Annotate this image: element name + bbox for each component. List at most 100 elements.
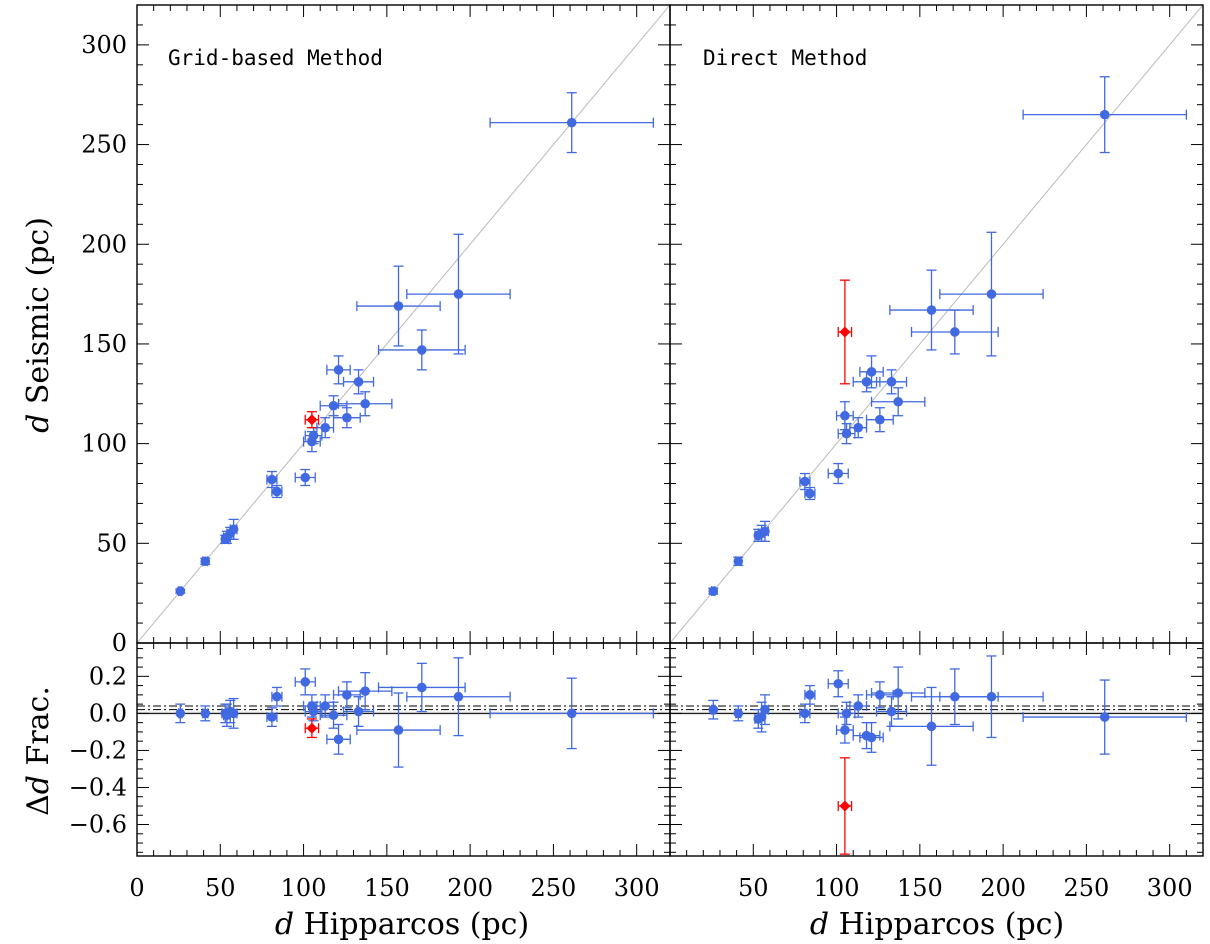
point-marker (875, 690, 885, 700)
point-marker (866, 367, 877, 377)
x-tick-label: 300 (1147, 874, 1193, 902)
point-marker (853, 422, 864, 433)
point-marker (360, 686, 370, 696)
y-tick-label: 0.2 (89, 662, 127, 690)
point-marker (360, 398, 370, 409)
point-marker (328, 400, 339, 411)
point-marker (800, 708, 810, 719)
point-marker (1099, 712, 1110, 722)
data-point (406, 657, 511, 737)
point-marker (353, 706, 364, 717)
y-tick-label: 300 (81, 31, 127, 59)
one-to-one-line (137, 5, 670, 643)
points-bottom-left (175, 657, 654, 768)
data-point (337, 391, 393, 417)
data-point (849, 694, 868, 718)
point-marker (320, 422, 331, 433)
data-point (319, 701, 348, 729)
point-marker (708, 704, 719, 715)
point-marker (272, 691, 282, 702)
data-point (175, 586, 186, 597)
data-point (870, 666, 926, 720)
point-marker (300, 677, 311, 687)
point-marker (267, 712, 277, 722)
x-tick-label: 50 (738, 874, 769, 902)
point-marker (200, 556, 211, 567)
data-point (377, 329, 466, 371)
outlier-point (837, 757, 853, 855)
point-marker (228, 708, 239, 719)
points-top-left (175, 92, 654, 597)
point-marker (853, 701, 864, 711)
y-tick-label: 0.0 (89, 699, 127, 727)
outlier-marker (306, 414, 318, 426)
point-marker (866, 732, 877, 743)
point-marker (841, 428, 852, 439)
data-point (865, 681, 894, 709)
data-point (266, 707, 278, 727)
point-marker (950, 327, 960, 337)
data-point (835, 716, 854, 744)
data-point (859, 721, 884, 753)
data-point (294, 468, 316, 487)
point-marker (453, 289, 464, 299)
y-tick-label: −0.6 (69, 811, 127, 839)
point-marker (886, 706, 897, 717)
outlier-point (837, 279, 853, 385)
y-tick-label: 0 (112, 629, 127, 657)
data-point (175, 703, 186, 724)
point-marker (833, 468, 844, 479)
point-marker (175, 586, 186, 596)
point-marker (200, 708, 211, 719)
data-point (342, 696, 375, 727)
point-marker (267, 474, 277, 485)
point-marker (175, 708, 186, 719)
point-marker (393, 301, 404, 311)
point-marker (756, 712, 767, 722)
x-tick-label: 200 (447, 874, 493, 902)
outlier-marker (839, 326, 851, 338)
x-tick-label: 200 (980, 874, 1026, 902)
data-point (200, 705, 211, 722)
data-point (837, 423, 856, 445)
point-marker (393, 725, 404, 735)
data-point (733, 705, 744, 722)
data-point (849, 417, 868, 439)
data-point (804, 684, 816, 705)
point-marker (840, 410, 850, 421)
data-point (859, 355, 884, 389)
point-marker (875, 414, 885, 425)
x-tick-label: 250 (531, 874, 577, 902)
point-marker (861, 377, 872, 387)
data-point (489, 92, 654, 154)
data-point (875, 369, 908, 395)
x-tick-label: 50 (205, 874, 236, 902)
data-point (889, 686, 974, 766)
point-marker (333, 365, 344, 375)
data-point (332, 407, 361, 429)
panel-title-grid-based: Grid-based Method (168, 46, 383, 70)
outlier-point (304, 718, 320, 739)
point-marker (893, 688, 903, 698)
y-tick-label: 150 (81, 330, 127, 358)
point-marker (760, 704, 770, 715)
point-marker (328, 710, 339, 721)
one-to-one-line (670, 5, 1203, 643)
data-point (939, 655, 1044, 739)
data-point (356, 265, 441, 347)
point-marker (733, 708, 744, 719)
point-marker (833, 678, 844, 689)
point-marker (417, 345, 427, 355)
data-point (319, 395, 348, 417)
point-marker (800, 476, 810, 487)
data-point (799, 703, 811, 724)
frame-bottom-left (136, 642, 671, 857)
x-tick-label: 100 (814, 874, 860, 902)
point-marker (300, 472, 311, 483)
data-point (889, 269, 974, 351)
data-point (316, 417, 335, 439)
reference-group-top-left (137, 5, 670, 643)
outlier-marker (306, 722, 318, 734)
x-tick-label: 150 (364, 874, 410, 902)
